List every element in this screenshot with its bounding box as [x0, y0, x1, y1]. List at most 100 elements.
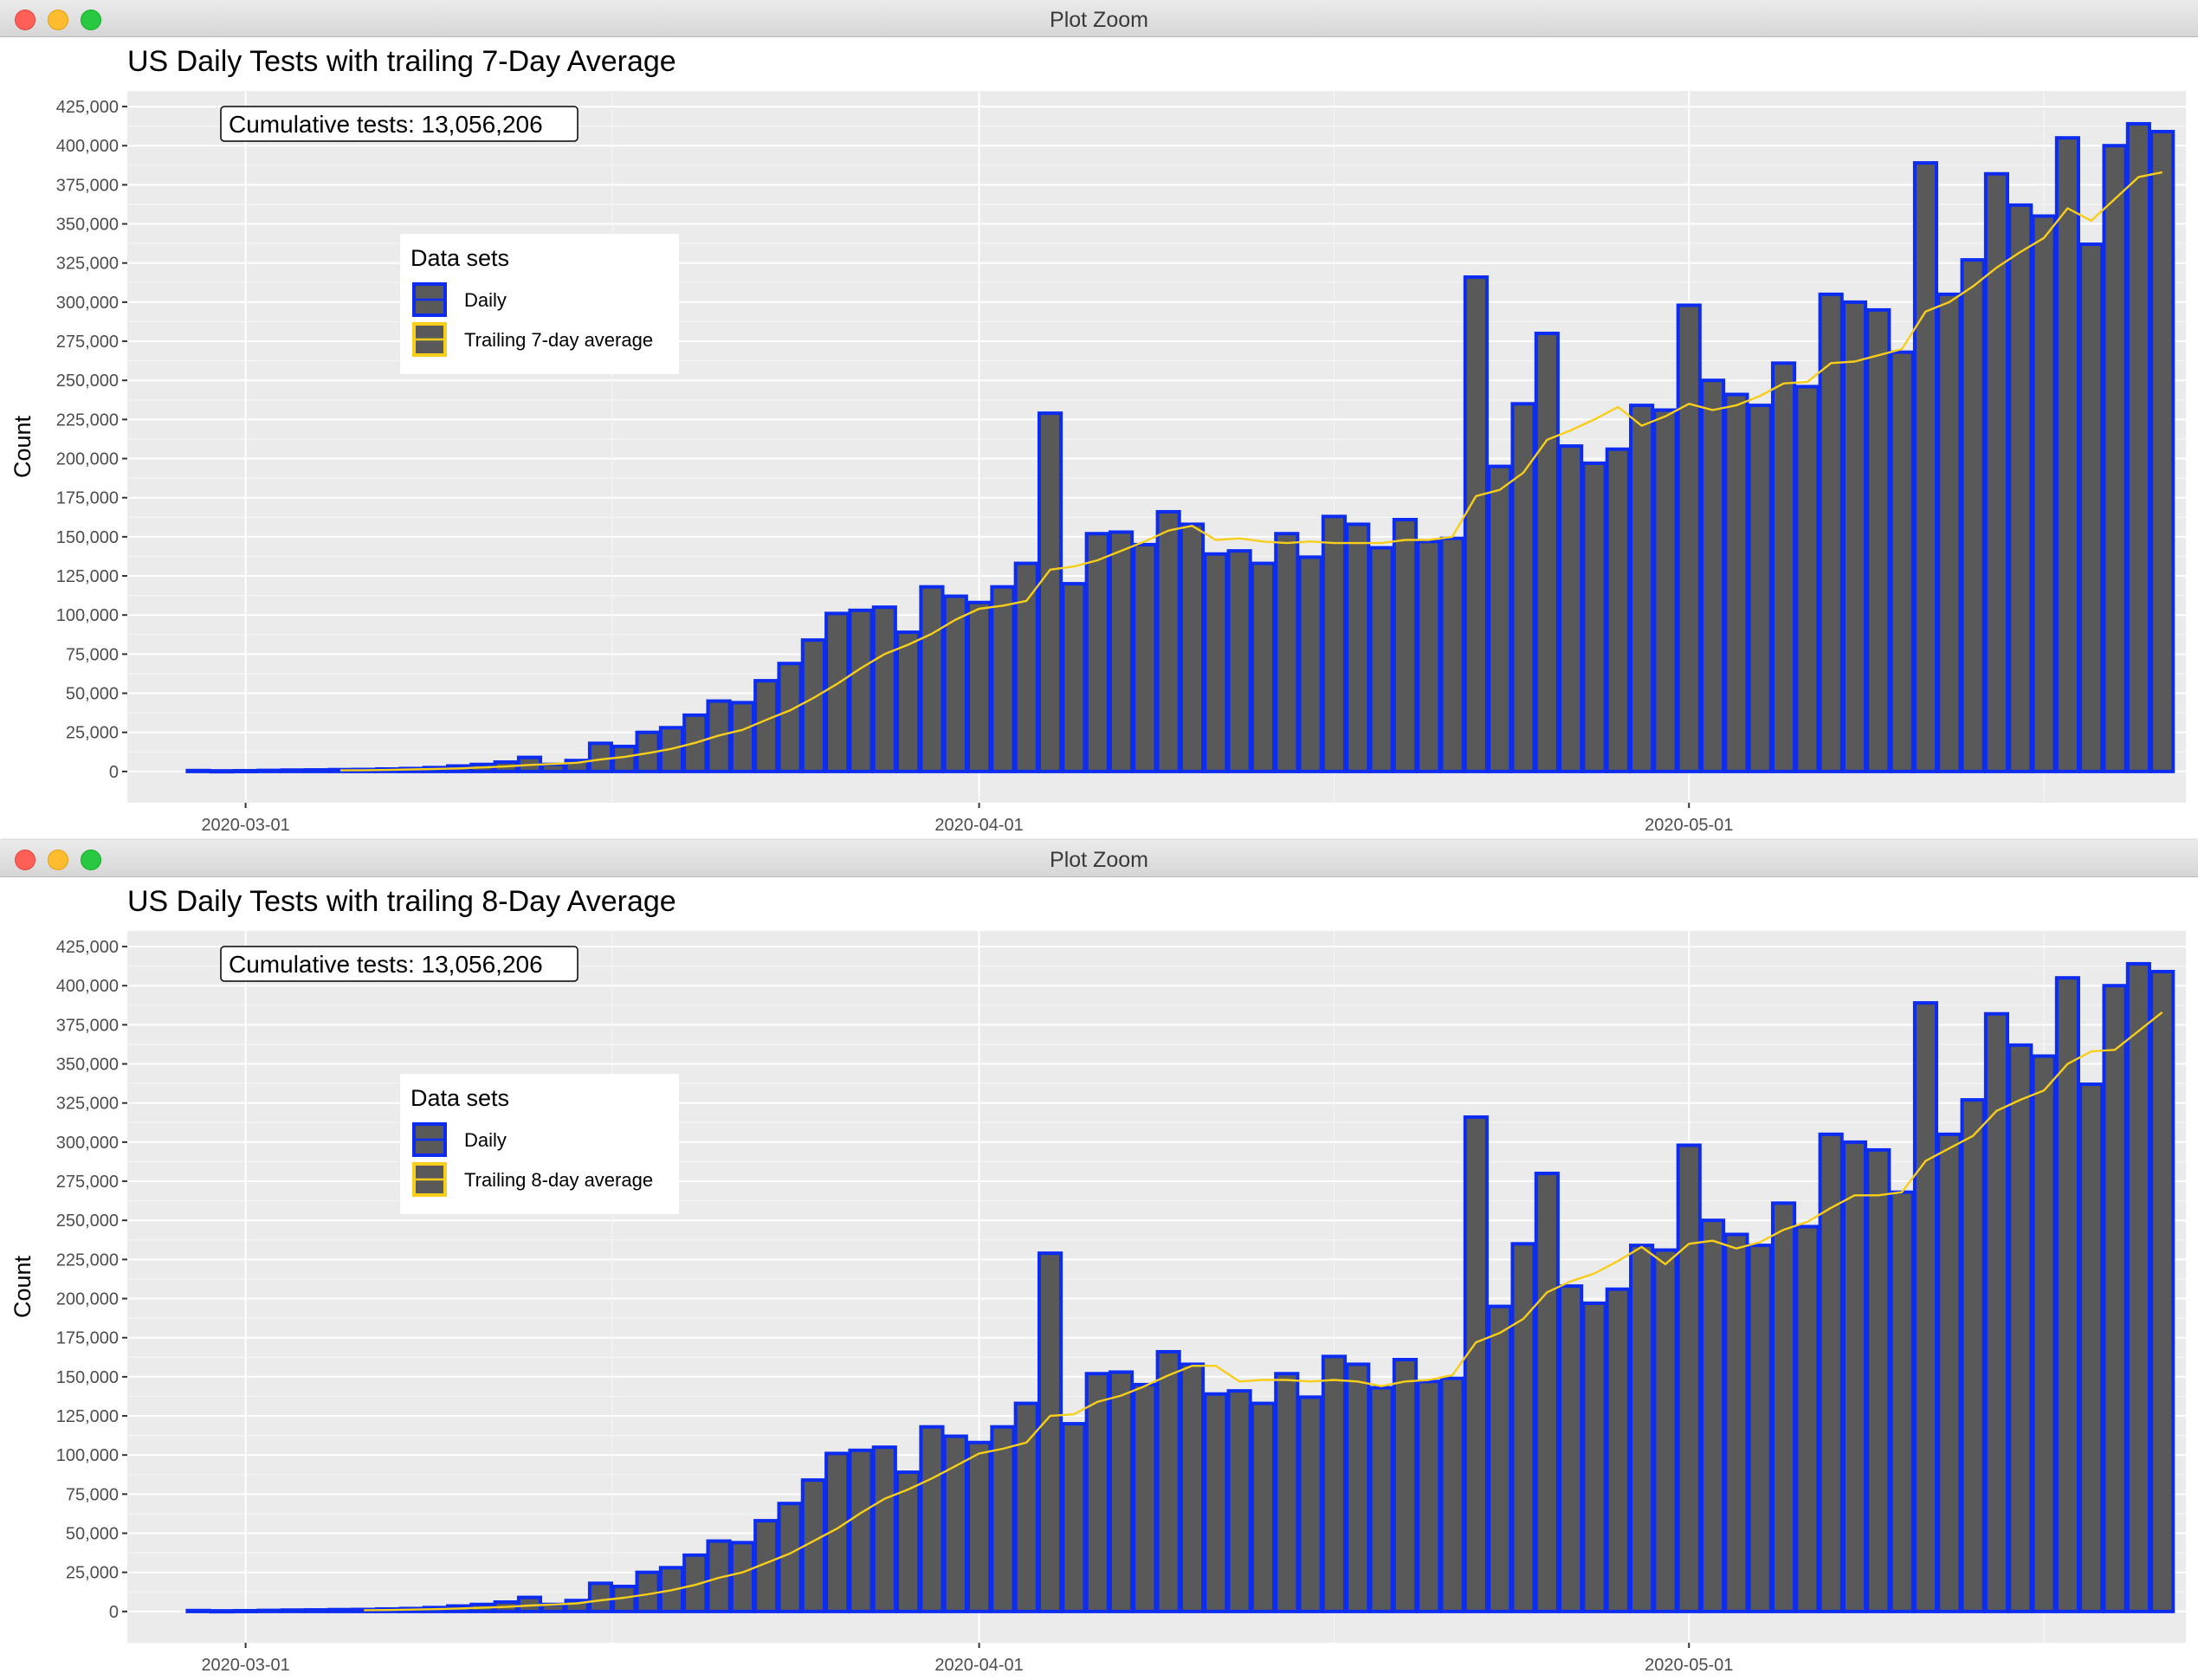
- bar-daily: [1274, 1372, 1300, 1613]
- bar-daily: [1605, 1287, 1631, 1613]
- bar-daily: [2125, 121, 2151, 773]
- plot-zoom-window-1: Plot Zoom US Daily Tests with trailing 7…: [0, 0, 2198, 840]
- bar-daily: [1794, 384, 1820, 773]
- bar-daily: [2078, 242, 2104, 773]
- bar-daily: [1439, 1376, 1465, 1613]
- bar-daily: [966, 1440, 992, 1613]
- bar-daily: [1155, 509, 1181, 773]
- bar-daily: [1558, 1284, 1584, 1613]
- bar-daily: [2125, 961, 2151, 1613]
- bar-daily: [871, 1445, 897, 1613]
- bar-daily: [185, 768, 211, 773]
- bar-daily: [1345, 522, 1371, 773]
- x-tick-label: 2020-04-01: [934, 1656, 1023, 1675]
- bar-daily: [1912, 1001, 1939, 1613]
- bar-daily: [1321, 1354, 1347, 1613]
- bar-daily: [2007, 203, 2033, 773]
- bar-daily: [1297, 555, 1323, 773]
- y-tick-label: 275,000: [56, 1173, 119, 1192]
- bar-daily: [1676, 1143, 1702, 1613]
- plot-title: US Daily Tests with trailing 7-Day Avera…: [127, 45, 676, 78]
- bar-daily: [1226, 549, 1252, 773]
- bar-daily: [1084, 1372, 1110, 1613]
- bar-daily: [2102, 144, 2128, 773]
- bar-daily: [824, 1451, 850, 1613]
- y-tick-label: 50,000: [66, 1525, 119, 1544]
- bar-daily: [1061, 1422, 1087, 1613]
- bar-daily: [1368, 546, 1394, 773]
- minimize-button[interactable]: [48, 10, 68, 30]
- legend-item-label: Daily: [464, 289, 507, 311]
- legend-title: Data sets: [411, 245, 509, 271]
- minimize-button[interactable]: [48, 850, 68, 870]
- bar-daily: [1652, 1248, 1678, 1613]
- bar-daily: [1297, 1395, 1323, 1613]
- bar-daily: [611, 744, 637, 773]
- bar-daily: [729, 701, 755, 773]
- window-titlebar[interactable]: Plot Zoom: [0, 0, 2198, 37]
- bar-daily: [1912, 161, 1939, 773]
- legend: Data sets Daily Trailing 8-day average: [400, 1074, 679, 1214]
- zoom-button[interactable]: [81, 10, 101, 30]
- bar-daily: [1132, 542, 1158, 773]
- bar-daily: [209, 1609, 235, 1614]
- bar-daily: [1179, 522, 1206, 773]
- bar-daily: [1534, 1172, 1560, 1613]
- bar-daily: [256, 1608, 282, 1613]
- x-tick-label: 2020-03-01: [201, 816, 289, 835]
- y-tick-label: 425,000: [56, 98, 119, 117]
- y-tick-label: 125,000: [56, 567, 119, 586]
- bar-daily: [729, 1541, 755, 1613]
- x-tick-label: 2020-05-01: [1645, 1656, 1733, 1675]
- bar-daily: [2102, 984, 2128, 1613]
- close-button[interactable]: [15, 10, 36, 30]
- legend-item-label: Daily: [464, 1129, 507, 1151]
- bar-daily: [919, 1425, 945, 1613]
- y-tick-label: 350,000: [56, 216, 119, 235]
- y-tick-label: 250,000: [56, 1212, 119, 1231]
- y-axis-title: Count: [10, 415, 36, 478]
- bar-daily: [1699, 1218, 1726, 1613]
- y-tick-label: 0: [109, 1603, 119, 1622]
- bar-daily: [1037, 1251, 1063, 1613]
- y-tick-label: 275,000: [56, 333, 119, 352]
- y-tick-label: 150,000: [56, 1368, 119, 1387]
- y-tick-label: 200,000: [56, 1290, 119, 1309]
- y-tick-label: 425,000: [56, 938, 119, 957]
- y-tick-label: 50,000: [66, 685, 119, 704]
- line-trailing-average: [364, 1011, 2163, 1612]
- bar-daily: [2054, 136, 2080, 773]
- bar-daily: [1770, 361, 1797, 773]
- close-button[interactable]: [15, 850, 36, 870]
- bar-daily: [1534, 332, 1560, 773]
- bar-daily: [1960, 1098, 1986, 1613]
- annotation-box: [220, 946, 579, 982]
- zoom-button[interactable]: [81, 850, 101, 870]
- bar-daily: [1960, 258, 1986, 773]
- bar-daily: [1983, 171, 2009, 773]
- bar-daily: [1510, 1242, 1536, 1613]
- y-tick-label: 375,000: [56, 1016, 119, 1035]
- bar-daily: [1629, 1244, 1655, 1613]
- window-title: Plot Zoom: [1050, 8, 1148, 32]
- bar-daily: [1061, 582, 1087, 773]
- bar-daily: [919, 585, 945, 773]
- plot-title: US Daily Tests with trailing 8-Day Avera…: [127, 885, 676, 918]
- window-titlebar[interactable]: Plot Zoom: [0, 840, 2198, 877]
- chart-8-day: 0 25,000 50,000 75,000 100,000 125,000 150,000…: [10, 931, 2186, 1675]
- y-tick-label: 125,000: [56, 1407, 119, 1426]
- bar-daily: [1463, 1115, 1489, 1613]
- plot-zoom-window-2: Plot Zoom US Daily Tests with trailing 8…: [0, 840, 2198, 1680]
- bar-daily: [1889, 350, 1915, 773]
- y-tick-label: 325,000: [56, 255, 119, 274]
- legend-item-label: Trailing 7-day average: [464, 329, 653, 351]
- y-tick-label: 0: [109, 763, 119, 782]
- bar-daily: [209, 769, 235, 774]
- y-tick-label: 75,000: [66, 1485, 119, 1504]
- bar-daily: [942, 594, 968, 773]
- bar-daily: [1747, 1244, 1773, 1613]
- annotation-text: Cumulative tests: 13,056,206: [229, 951, 543, 978]
- bar-daily: [1439, 536, 1465, 773]
- bar-daily: [1652, 408, 1678, 773]
- bar-daily: [1203, 1392, 1229, 1613]
